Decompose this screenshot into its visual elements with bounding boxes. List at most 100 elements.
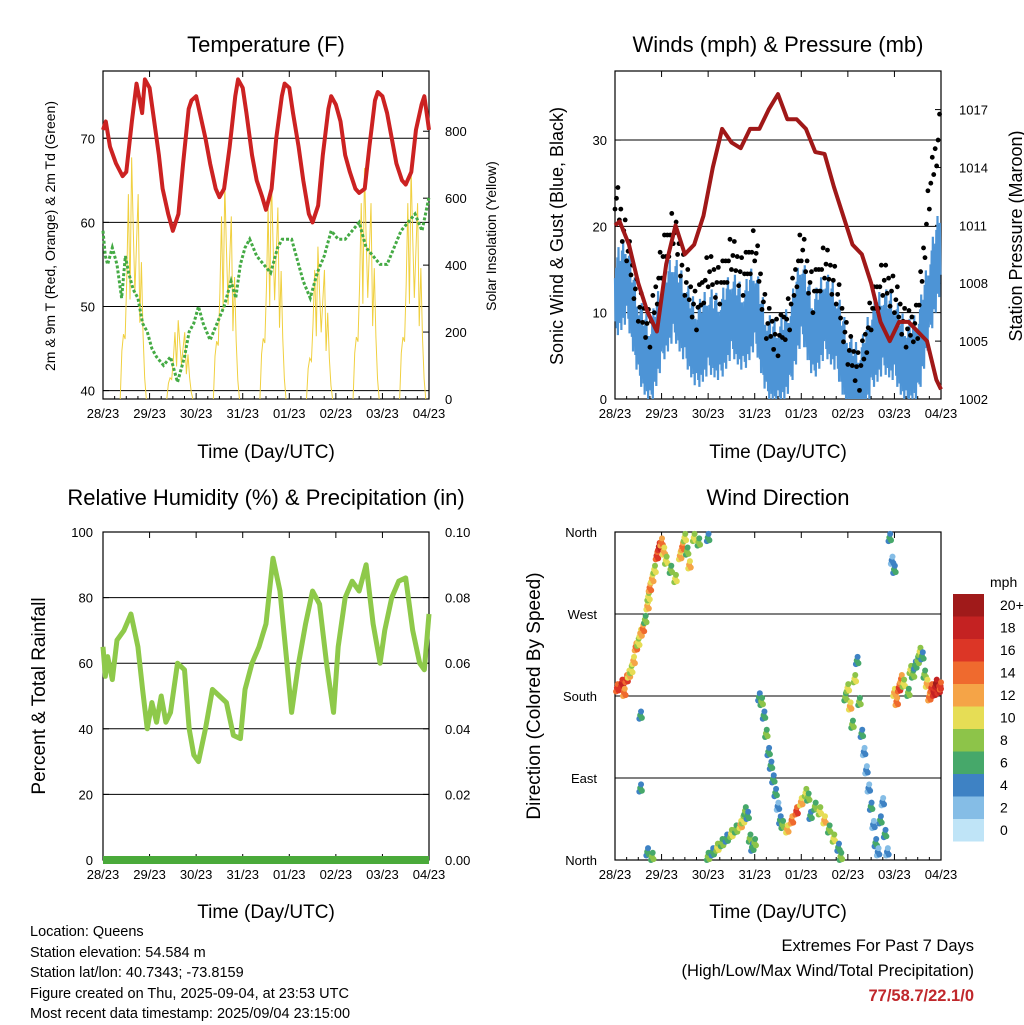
direction-point xyxy=(892,569,899,576)
direction-point xyxy=(686,558,693,565)
y2-tick-label: 0.10 xyxy=(445,525,470,540)
y-tick-label: West xyxy=(568,607,598,622)
direction-point xyxy=(696,535,703,542)
direction-point xyxy=(924,676,931,683)
gust-point xyxy=(838,315,843,321)
solar-insolation-line xyxy=(119,157,147,400)
direction-point xyxy=(938,685,944,692)
x-tick-label: 30/23 xyxy=(692,406,725,421)
direction-point xyxy=(876,851,883,858)
gust-point xyxy=(769,318,775,324)
direction-point xyxy=(919,649,926,656)
gust-point xyxy=(775,353,781,359)
gust-point xyxy=(708,254,714,259)
extremes-values: 77/58.7/22.1/0 xyxy=(868,987,974,1005)
gust-point xyxy=(752,258,758,264)
gust-point xyxy=(702,277,708,283)
direction-point xyxy=(780,817,787,824)
direction-point xyxy=(752,842,759,849)
gust-point xyxy=(829,291,835,297)
direction-point xyxy=(642,612,649,619)
gust-point xyxy=(860,338,865,344)
gust-point xyxy=(806,290,811,296)
gust-point xyxy=(624,258,630,264)
gust-point xyxy=(878,262,884,268)
legend-label: 10 xyxy=(1000,710,1016,726)
x-tick-label: 30/23 xyxy=(180,867,213,882)
gust-point xyxy=(731,239,737,244)
gust-point xyxy=(734,254,740,259)
gust-point xyxy=(922,255,928,261)
legend-label: 16 xyxy=(1000,642,1016,658)
gust-point xyxy=(747,271,753,277)
direction-point xyxy=(894,694,901,701)
direction-point xyxy=(938,679,944,686)
gust-point xyxy=(797,232,803,238)
gust-point xyxy=(679,262,685,268)
gust-point xyxy=(640,319,646,325)
direction-point xyxy=(773,792,780,799)
y-tick-label: 60 xyxy=(81,215,95,230)
solar-insolation-line xyxy=(399,167,427,400)
gust-point xyxy=(851,349,857,354)
gust-point xyxy=(849,363,855,368)
gust-point xyxy=(848,334,854,339)
direction-point xyxy=(771,778,778,785)
legend-label: 20+ xyxy=(1000,597,1024,613)
gust-point xyxy=(669,211,675,216)
gust-point xyxy=(651,310,657,316)
direction-ylabel: Direction (Colored By Speed) xyxy=(524,572,545,819)
gust-point xyxy=(707,269,712,275)
direction-point xyxy=(631,660,638,667)
y-tick-label: 10 xyxy=(593,306,607,321)
direction-point xyxy=(747,831,754,838)
direction-title: Wind Direction xyxy=(706,485,849,510)
direction-point xyxy=(756,690,763,697)
gust-point xyxy=(896,314,902,320)
x-tick-label: 04/23 xyxy=(413,867,446,882)
x-tick-label: 02/23 xyxy=(832,406,865,421)
x-tick-label: 28/23 xyxy=(87,406,120,421)
direction-point xyxy=(805,790,812,797)
legend-swatch xyxy=(953,661,984,684)
direction-point xyxy=(763,726,770,733)
direction-point xyxy=(862,751,869,758)
direction-point xyxy=(901,676,908,683)
direction-point xyxy=(877,813,884,820)
direction-point xyxy=(790,819,797,826)
gust-point xyxy=(628,272,634,278)
gust-point xyxy=(817,288,823,294)
gust-point xyxy=(893,297,899,303)
gust-point xyxy=(713,295,718,300)
direction-point xyxy=(678,555,685,562)
y2-tick-label: 0.02 xyxy=(445,787,470,802)
humidity-xlabel: Time (Day/UTC) xyxy=(197,902,335,923)
legend-swatch xyxy=(953,616,984,639)
direction-point xyxy=(806,796,813,803)
gust-point xyxy=(694,327,699,333)
direction-point xyxy=(860,733,867,740)
gust-point xyxy=(935,137,941,143)
direction-point xyxy=(884,845,891,852)
direction-point xyxy=(859,726,866,733)
elevation-text: Station elevation: 54.584 m xyxy=(30,944,206,961)
gust-point xyxy=(899,331,905,337)
gust-point xyxy=(761,299,766,305)
gust-point xyxy=(886,275,892,281)
gust-point xyxy=(825,247,830,253)
y2-tick-label: 1017 xyxy=(959,103,988,118)
gust-point xyxy=(887,303,893,309)
y-tick-label: 0 xyxy=(600,392,607,407)
direction-point xyxy=(891,562,898,569)
gust-point xyxy=(753,250,759,256)
direction-point xyxy=(861,744,868,751)
direction-point xyxy=(777,813,784,820)
direction-point xyxy=(655,555,662,562)
direction-point xyxy=(875,845,882,852)
extremes-subtitle: (High/Low/Max Wind/Total Precipitation) xyxy=(681,962,974,980)
gust-point xyxy=(839,305,845,311)
humidity-ylabel: Percent & Total Rainfall xyxy=(29,597,50,794)
gust-point xyxy=(830,277,836,283)
gust-point xyxy=(918,269,924,275)
gust-point xyxy=(823,261,829,267)
